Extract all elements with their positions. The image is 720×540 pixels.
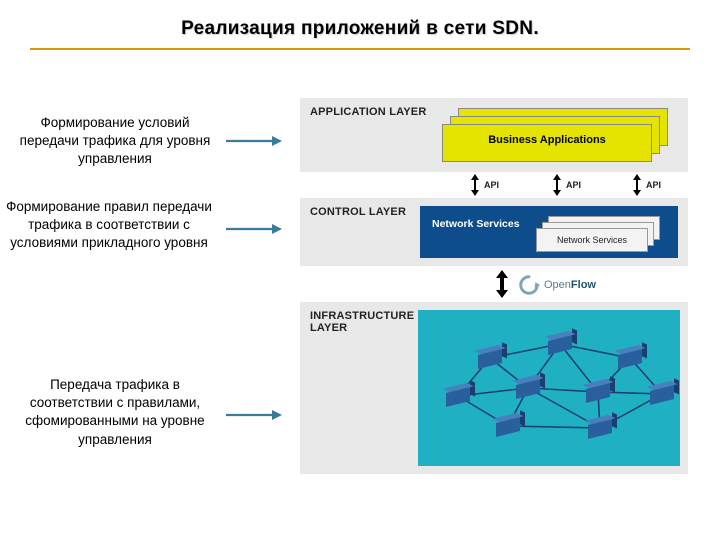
accent-rule: [30, 48, 690, 50]
biz-app-label: Business Applications: [443, 125, 651, 146]
infrastructure-layer: INFRASTRUCTURE LAYER: [300, 302, 688, 474]
net-svc-card-1: Network Services: [536, 228, 648, 252]
net-svc-card-label: Network Services: [537, 229, 647, 245]
openflow-text: OpenFlow: [544, 279, 596, 291]
application-layer-label: APPLICATION LAYER: [310, 106, 426, 118]
control-main-label: Network Services: [432, 218, 520, 230]
api-arrow-2: [552, 174, 562, 196]
infrastructure-layer-label: INFRASTRUCTURE LAYER: [310, 310, 420, 334]
diagram: Формирование условий передачи трафика дл…: [0, 90, 720, 530]
control-infra-arrow: [495, 270, 509, 294]
openflow-logo: OpenFlow: [518, 274, 596, 296]
arrow-to-application: [226, 134, 282, 148]
infra-canvas: [418, 310, 680, 466]
api-arrow-3: [632, 174, 642, 196]
arrow-to-infrastructure: [226, 408, 282, 422]
biz-app-card-1: Business Applications: [442, 124, 652, 162]
page-title: Реализация приложений в сети SDN.: [0, 0, 720, 48]
api-label-3: API: [646, 180, 661, 190]
side-text-infrastructure: Передача трафика в соответствии с правил…: [20, 376, 210, 449]
control-main-card: Network Services Network Services: [420, 206, 678, 258]
side-text-application: Формирование условий передачи трафика дл…: [10, 114, 220, 169]
api-label-1: API: [484, 180, 499, 190]
control-layer-label: CONTROL LAYER: [310, 206, 406, 218]
control-layer: CONTROL LAYER Network Services Network S…: [300, 198, 688, 266]
api-arrow-1: [470, 174, 480, 196]
api-label-2: API: [566, 180, 581, 190]
side-text-control: Формирование правил передачи трафика в с…: [4, 198, 214, 253]
arrow-to-control: [226, 222, 282, 236]
application-layer: APPLICATION LAYER Business Applications: [300, 98, 688, 172]
openflow-icon: [518, 274, 540, 296]
